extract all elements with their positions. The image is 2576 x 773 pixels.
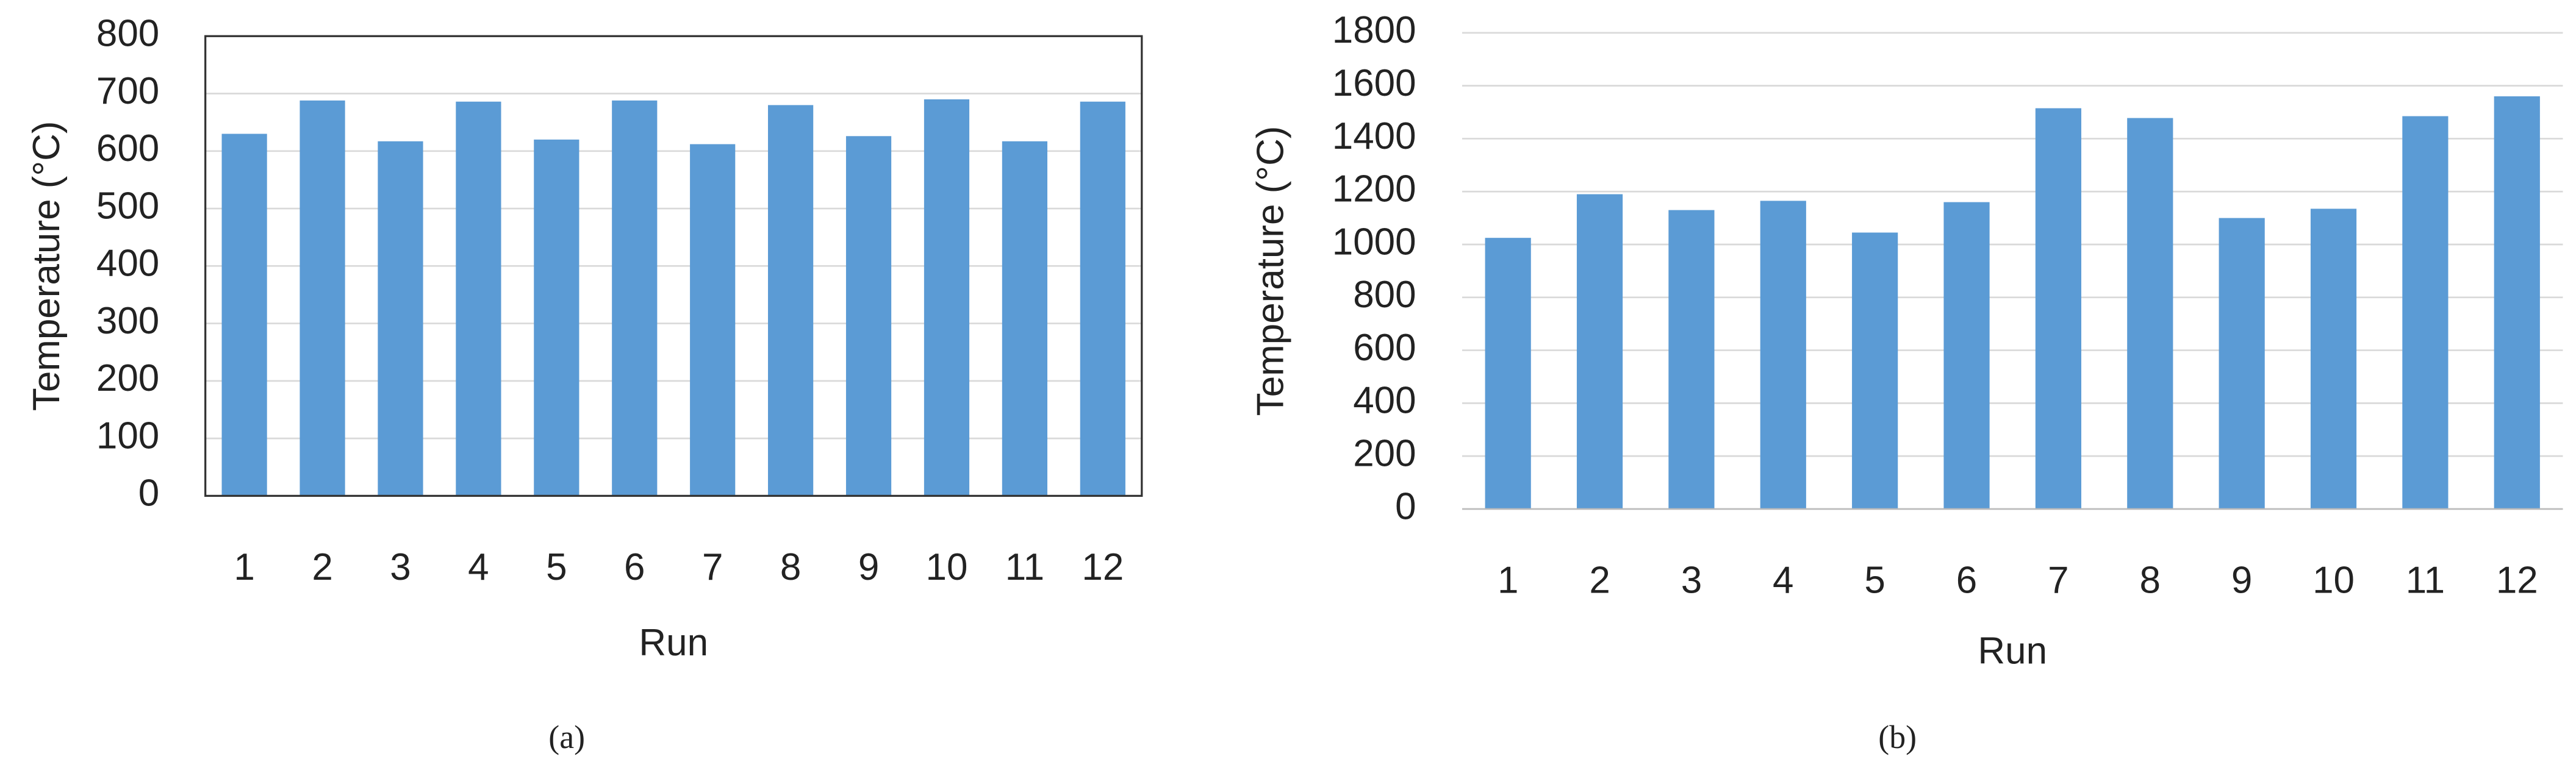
y-tick-label: 1800 xyxy=(1332,9,1416,51)
caption: (b) xyxy=(1878,719,1917,755)
y-tick-label: 500 xyxy=(96,185,159,227)
x-tick-label: 9 xyxy=(2231,559,2252,601)
y-tick-label: 800 xyxy=(96,13,159,55)
y-tick-label: 1200 xyxy=(1332,168,1416,210)
bar xyxy=(1943,202,1990,509)
bar xyxy=(300,100,345,496)
bar xyxy=(690,144,736,496)
x-tick-label: 10 xyxy=(926,546,968,588)
x-tick-label: 12 xyxy=(2496,559,2538,601)
y-axis-label: Temperature (°C) xyxy=(26,121,68,411)
x-tick-label: 8 xyxy=(2140,559,2161,601)
y-tick-label: 1400 xyxy=(1332,115,1416,157)
x-tick-label: 7 xyxy=(2048,559,2068,601)
y-tick-label: 300 xyxy=(96,300,159,342)
bar xyxy=(378,141,423,496)
bar xyxy=(2494,96,2540,509)
bar xyxy=(612,100,658,496)
x-tick-label: 8 xyxy=(780,546,801,588)
x-axis-label: Run xyxy=(1978,630,2047,672)
x-tick-label: 12 xyxy=(1082,546,1124,588)
y-tick-label: 200 xyxy=(96,357,159,399)
bar xyxy=(1080,101,1125,496)
bar xyxy=(1002,141,1048,496)
plot-frame xyxy=(204,35,1143,497)
bar xyxy=(768,105,814,496)
bar xyxy=(2310,208,2357,509)
caption: (a) xyxy=(548,719,585,755)
bar xyxy=(845,136,892,496)
bar xyxy=(534,139,579,496)
bar xyxy=(1760,201,1806,509)
bar xyxy=(2035,108,2081,509)
y-tick-label: 200 xyxy=(1353,432,1416,474)
x-tick-label: 11 xyxy=(2406,559,2445,601)
x-tick-label: 3 xyxy=(390,546,411,588)
y-tick-label: 600 xyxy=(96,127,159,169)
x-axis-label: Run xyxy=(639,622,708,664)
bar xyxy=(456,101,501,496)
x-tick-label: 2 xyxy=(312,546,332,588)
y-tick-label: 0 xyxy=(1395,485,1416,527)
x-tick-label: 4 xyxy=(468,546,489,588)
x-tick-label: 1 xyxy=(1498,559,1518,601)
y-tick-label: 1000 xyxy=(1332,221,1416,263)
x-tick-label: 4 xyxy=(1773,559,1793,601)
x-tick-label: 7 xyxy=(702,546,723,588)
x-tick-label: 10 xyxy=(2312,559,2355,601)
x-tick-label: 9 xyxy=(858,546,879,588)
y-axis-label: Temperature (°C) xyxy=(1250,126,1292,416)
x-tick-label: 2 xyxy=(1589,559,1610,601)
x-tick-label: 1 xyxy=(234,546,254,588)
x-tick-label: 11 xyxy=(1005,546,1044,588)
y-tick-label: 600 xyxy=(1353,327,1416,369)
bar xyxy=(2402,116,2449,509)
bar xyxy=(2219,218,2265,509)
bar xyxy=(1485,238,1531,509)
x-tick-label: 3 xyxy=(1681,559,1702,601)
y-tick-label: 800 xyxy=(1353,274,1416,316)
y-tick-label: 400 xyxy=(1353,380,1416,422)
bar xyxy=(221,134,267,496)
y-tick-label: 100 xyxy=(96,415,159,457)
y-tick-label: 0 xyxy=(138,472,159,515)
y-tick-label: 1600 xyxy=(1332,62,1416,104)
x-tick-label: 5 xyxy=(1864,559,1885,601)
bar xyxy=(2127,118,2173,509)
bar xyxy=(1668,210,1715,509)
y-tick-label: 700 xyxy=(96,70,159,112)
y-tick-label: 400 xyxy=(96,243,159,285)
bar xyxy=(1576,194,1623,509)
bar xyxy=(1852,232,1898,509)
x-tick-label: 5 xyxy=(546,546,567,588)
x-tick-label: 6 xyxy=(1956,559,1977,601)
x-tick-label: 6 xyxy=(624,546,645,588)
bar xyxy=(924,99,970,496)
